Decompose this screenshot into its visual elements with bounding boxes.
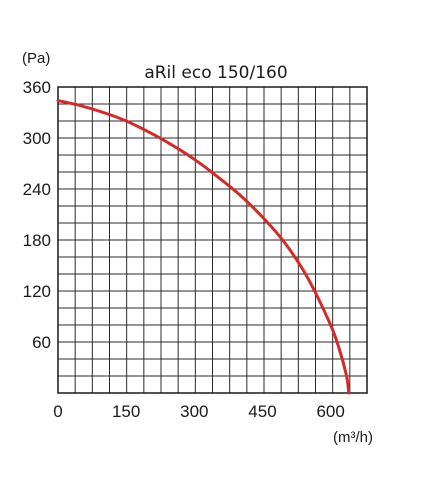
plot-frame xyxy=(57,86,368,394)
y-tick-label: 180 xyxy=(23,231,51,250)
y-tick-label: 240 xyxy=(23,180,51,199)
x-tick-label: 450 xyxy=(248,402,276,421)
y-tick-label: 300 xyxy=(23,129,51,148)
x-axis-label: (m³/h) xyxy=(333,429,373,446)
grid xyxy=(57,86,368,394)
x-tick-label: 600 xyxy=(316,402,344,421)
x-tick-label: 300 xyxy=(180,402,208,421)
chart-title: aRil eco 150/160 xyxy=(144,63,287,83)
series-layer xyxy=(56,99,351,395)
x-tick-label: 0 xyxy=(53,402,62,421)
y-axis-label: (Pa) xyxy=(22,50,50,67)
y-tick-label: 360 xyxy=(23,78,51,97)
x-tick-label: 150 xyxy=(112,402,140,421)
series-line xyxy=(56,99,351,395)
y-tick-label: 60 xyxy=(32,333,51,352)
y-tick-label: 120 xyxy=(23,282,51,301)
tick-labels: 0 150 300 450 600 60 120 180 240 300 360 xyxy=(23,78,345,421)
